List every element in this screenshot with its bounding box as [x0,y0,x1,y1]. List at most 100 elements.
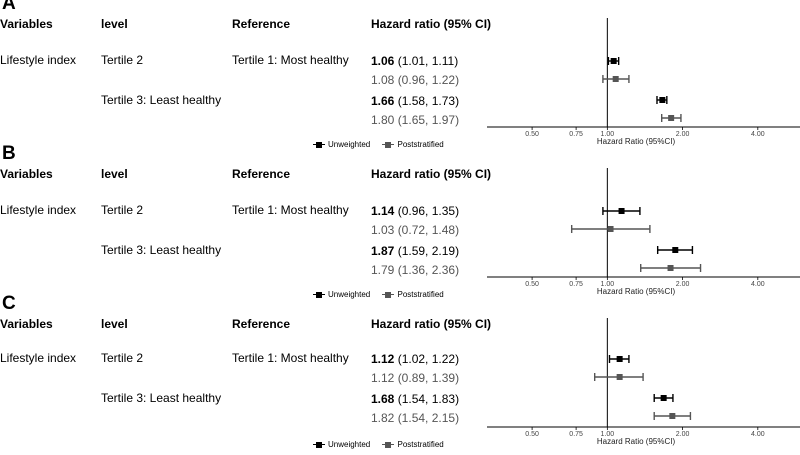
level-label: Tertile 3: Least healthy [101,391,222,405]
panel-label: A [2,0,16,14]
legend: Unweighted Poststratified [313,440,454,449]
x-tick-label: 0.50 [525,131,539,138]
header-reference: Reference [232,317,291,331]
header-level: level [101,317,128,331]
hr-unweighted-text: 1.68 (1.54, 1.83) [371,392,459,406]
legend-label: Unweighted [328,290,371,299]
header-hazard-ratio: Hazard ratio (95% CI) [371,317,492,331]
reference-label: Tertile 1: Most healthy [232,203,349,217]
x-tick-label: 1.00 [601,431,615,438]
point-unweighted [672,247,679,253]
hr-estimate: 1.12 [371,352,395,366]
hr-ci: (1.58, 1.73) [397,94,460,108]
header-level: level [101,167,128,181]
hr-estimate: 1.06 [371,54,395,68]
panel-b: B Variables level Reference Hazard ratio… [0,143,800,300]
hr-poststratified-text: 1.08 (0.96, 1.22) [371,73,460,87]
point-unweighted [659,97,666,103]
hr-estimate: 1.14 [371,204,395,218]
panel-label: B [2,143,16,164]
x-axis-title: Hazard Ratio (95%CI) [597,287,676,296]
legend: Unweighted Poststratified [313,140,454,149]
point-poststratified [668,115,675,121]
header-reference: Reference [232,167,291,181]
header-hazard-ratio: Hazard ratio (95% CI) [371,17,492,31]
point-poststratified [607,226,614,232]
legend-swatch-poststratified [382,441,395,449]
point-poststratified [612,76,619,82]
point-unweighted [616,356,623,362]
x-tick-label: 2.00 [676,281,690,288]
legend-swatch-unweighted [313,441,325,449]
hr-unweighted-text: 1.06 (1.01, 1.11) [371,54,458,68]
hr-unweighted-text: 1.14 (0.96, 1.35) [371,204,459,218]
legend-swatch-poststratified [382,141,395,149]
point-unweighted [660,395,667,401]
legend-item-unweighted: Unweighted [313,290,370,299]
reference-label: Tertile 1: Most healthy [232,351,349,365]
level-label: Tertile 3: Least healthy [101,243,222,257]
level-label: Tertile 2 [101,53,144,67]
hr-estimate: 1.87 [371,244,395,258]
legend: Unweighted Poststratified [313,290,454,299]
point-unweighted [618,208,625,214]
x-tick-label: 0.75 [569,131,583,138]
legend-item-poststratified: Poststratified [382,440,444,449]
hr-poststratified-text: 1.82 (1.54, 2.15) [371,411,460,425]
x-tick-label: 1.00 [601,131,615,138]
legend-swatch-poststratified [382,291,395,299]
hr-estimate: 1.66 [371,94,395,108]
header-reference: Reference [232,17,291,31]
legend-label: Unweighted [328,440,371,449]
legend-item-poststratified: Poststratified [382,140,444,149]
header-hazard-ratio: Hazard ratio (95% CI) [371,167,492,181]
variable-label: Lifestyle index [0,351,77,365]
legend-swatch-unweighted [313,291,325,299]
x-axis-title: Hazard Ratio (95%CI) [597,137,676,146]
legend-label: Poststratified [397,140,444,149]
x-tick-label: 1.00 [601,281,615,288]
x-tick-label: 4.00 [751,281,765,288]
hr-unweighted-text: 1.12 (1.02, 1.22) [371,352,459,366]
legend-item-unweighted: Unweighted [313,140,370,149]
legend-item-unweighted: Unweighted [313,440,370,449]
x-tick-label: 0.75 [569,281,583,288]
legend-label: Unweighted [328,140,371,149]
header-level: level [101,17,128,31]
x-tick-label: 2.00 [676,431,690,438]
hr-poststratified-text: 1.80 (1.65, 1.97) [371,113,460,127]
forest-plot: 0.50 0.75 1.00 2.00 4.00 Hazard Ratio (95%CI) [487,318,800,446]
x-axis-title: Hazard Ratio (95%CI) [597,437,676,446]
level-label: Tertile 2 [101,203,144,217]
x-tick-label: 0.50 [525,281,539,288]
variable-label: Lifestyle index [0,203,77,217]
point-poststratified [669,413,676,419]
header-variables: Variables [0,167,53,181]
level-label: Tertile 3: Least healthy [101,93,222,107]
forest-plot: 0.50 0.75 1.00 2.00 4.00 Hazard Ratio (95%CI) [487,168,800,296]
x-tick-label: 4.00 [751,431,765,438]
panel-label: C [2,293,16,314]
hr-unweighted-text: 1.66 (1.58, 1.73) [371,94,459,108]
point-poststratified [616,374,623,380]
header-variables: Variables [0,317,53,331]
legend-item-poststratified: Poststratified [382,290,444,299]
hr-ci: (1.59, 2.19) [397,244,460,258]
legend-swatch-unweighted [313,141,325,149]
point-poststratified [667,265,674,271]
hr-unweighted-text: 1.87 (1.59, 2.19) [371,244,459,258]
level-label: Tertile 2 [101,351,144,365]
legend-label: Poststratified [397,290,444,299]
hr-poststratified-text: 1.12 (0.89, 1.39) [371,371,460,385]
reference-label: Tertile 1: Most healthy [232,53,349,67]
hr-poststratified-text: 1.03 (0.72, 1.48) [371,223,460,237]
hr-ci: (1.54, 1.83) [397,392,460,406]
panel-c: C Variables level Reference Hazard ratio… [0,293,800,450]
point-unweighted [610,58,617,64]
x-tick-label: 0.75 [569,431,583,438]
legend-label: Poststratified [397,440,444,449]
hr-ci: (0.96, 1.35) [397,204,460,218]
panel-a: A Variables level Reference Hazard ratio… [0,0,800,150]
hr-poststratified-text: 1.79 (1.36, 2.36) [371,263,460,277]
variable-label: Lifestyle index [0,53,77,67]
